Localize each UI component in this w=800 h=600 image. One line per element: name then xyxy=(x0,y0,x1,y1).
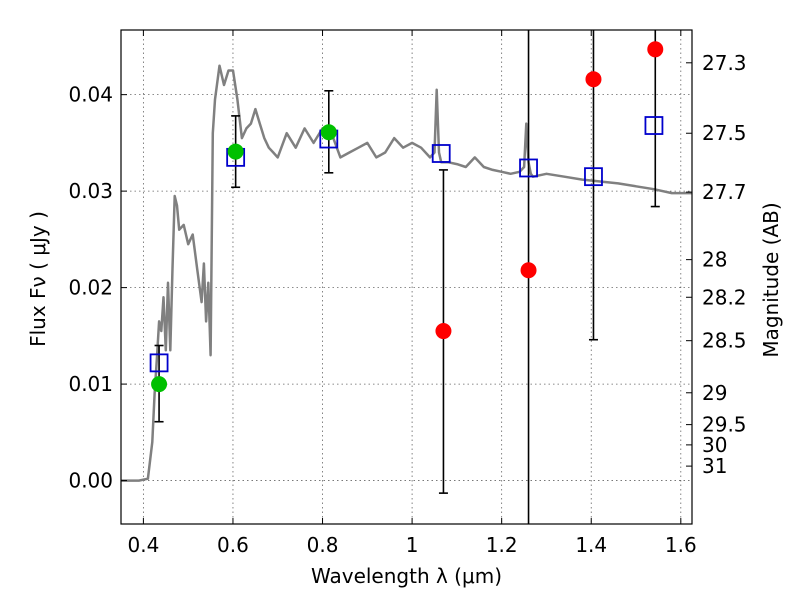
detected-point xyxy=(320,124,337,141)
x-tick-label: 1 xyxy=(406,533,419,557)
y-tick-label: 0.04 xyxy=(68,83,113,107)
model-photometry-point xyxy=(431,144,451,163)
y-tick-label: 0.02 xyxy=(68,276,113,300)
detected-point xyxy=(151,376,168,393)
x-tick-label: 1.2 xyxy=(486,533,518,557)
x-tick-label: 0.6 xyxy=(217,533,249,557)
model-photometry-point xyxy=(519,158,538,178)
x-tick-label: 0.8 xyxy=(307,533,339,557)
y-axis-label: Flux Fν ( μJy ) xyxy=(26,211,50,347)
magnitude-tick-label: 31 xyxy=(702,454,727,478)
y-tick-label: 0.01 xyxy=(68,372,113,396)
x-tick-label: 0.4 xyxy=(127,533,159,557)
magnitude-tick-label: 27.7 xyxy=(702,180,747,204)
y-tick-label: 0.00 xyxy=(68,469,113,493)
undetected-point xyxy=(585,71,602,88)
plot-frame xyxy=(120,29,693,525)
model-photometry-point xyxy=(584,167,603,187)
y-tick-label: 0.03 xyxy=(68,179,113,203)
magnitude-tick-label: 30 xyxy=(702,433,727,457)
model-photometry-point xyxy=(644,116,664,135)
magnitude-tick-label: 28 xyxy=(702,248,727,272)
undetected-point xyxy=(520,262,537,279)
x-tick-label: 1.4 xyxy=(575,533,607,557)
detected-point xyxy=(227,143,244,160)
magnitude-tick-label: 27.5 xyxy=(702,121,747,145)
magnitude-tick-label: 29.5 xyxy=(702,413,747,437)
x-axis-label: Wavelength λ (μm) xyxy=(311,564,502,588)
x-tick-label: 1.6 xyxy=(665,533,697,557)
plot-content xyxy=(121,30,692,524)
undetected-point xyxy=(435,323,452,340)
undetected-point xyxy=(647,41,664,58)
magnitude-tick-label: 27.3 xyxy=(702,51,747,75)
model-spectrum-line xyxy=(121,64,692,482)
magnitude-tick-label: 29 xyxy=(702,381,727,405)
plot-layer xyxy=(121,30,692,524)
model-photometry-point xyxy=(149,353,169,373)
magnitude-tick-label: 28.5 xyxy=(702,329,747,353)
magnitude-tick-label: 28.2 xyxy=(702,285,747,309)
right-y-axis-label: Magnitude (AB) xyxy=(759,202,783,357)
tick-layer: 0.4 0.6 0.8 1 1.2 1.4 1.6 0.00 0.01 0.02 0.03 0.04 2… xyxy=(68,30,747,557)
